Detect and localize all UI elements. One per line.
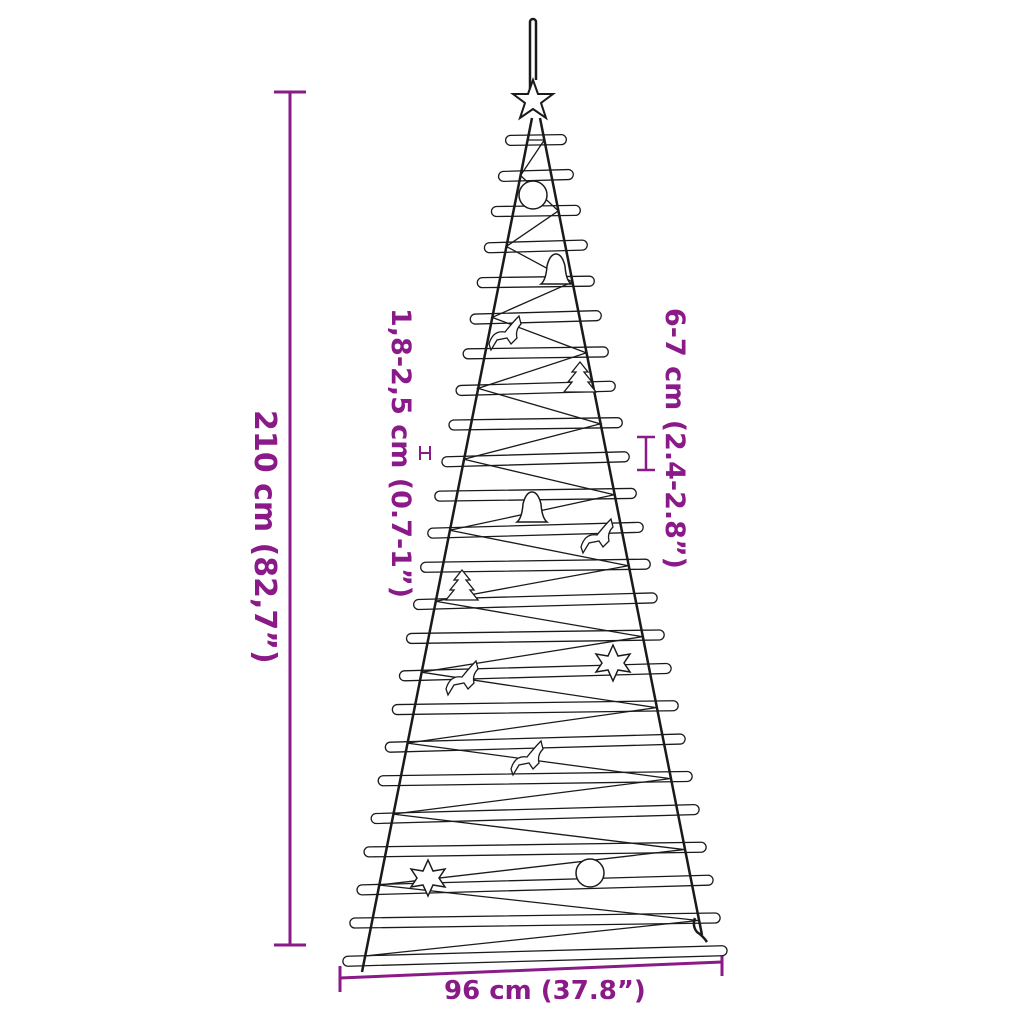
frame-wire-right (538, 117, 704, 936)
hanger-hook (528, 17, 538, 100)
wooden-rod (469, 310, 602, 325)
frame-wire-left (360, 117, 534, 973)
wooden-rod (420, 558, 651, 573)
wooden-rod (497, 168, 574, 183)
wooden-rod (377, 770, 693, 787)
wooden-rod (441, 451, 630, 468)
height-label: 210 cm (82,7”) (247, 410, 282, 664)
wooden-rod (370, 803, 700, 825)
rod-spacing-label: 6-7 cm (2.4-2.8”) (659, 308, 690, 570)
wooden-rod (476, 275, 595, 289)
wooden-rod (356, 874, 714, 896)
tree-icon (562, 360, 598, 393)
wooden-rod (427, 521, 644, 539)
unicorn-icon (580, 517, 614, 555)
reindeer-icon (445, 659, 479, 697)
unicorn-icon (510, 739, 544, 777)
star-icon (510, 77, 556, 121)
wooden-rod (363, 841, 707, 858)
reindeer-icon (488, 314, 522, 352)
wooden-rod (349, 912, 721, 929)
bell-icon (514, 491, 550, 523)
tree-icon (444, 568, 480, 601)
rod-diameter-label: 1,8-2,5 cm (0.7-1”) (385, 308, 416, 599)
wooden-rod (405, 629, 665, 645)
diameter-dimension-marker (419, 446, 431, 460)
snowflake-icon (409, 858, 447, 898)
wooden-rod (391, 700, 679, 716)
power-plug-icon (692, 917, 709, 943)
wooden-rod (483, 239, 588, 254)
wooden-rod (448, 417, 623, 431)
bell-icon (538, 253, 574, 285)
width-label: 96 cm (37.8”) (444, 976, 646, 1006)
wooden-rod (342, 945, 728, 967)
width-dimension-line (339, 960, 723, 980)
snowflake-icon (594, 643, 632, 683)
wooden-rod (412, 592, 658, 611)
bauble-icon (575, 858, 605, 888)
bauble-icon (518, 180, 548, 210)
wooden-rod (462, 346, 609, 360)
spacing-dimension-marker (637, 435, 655, 472)
